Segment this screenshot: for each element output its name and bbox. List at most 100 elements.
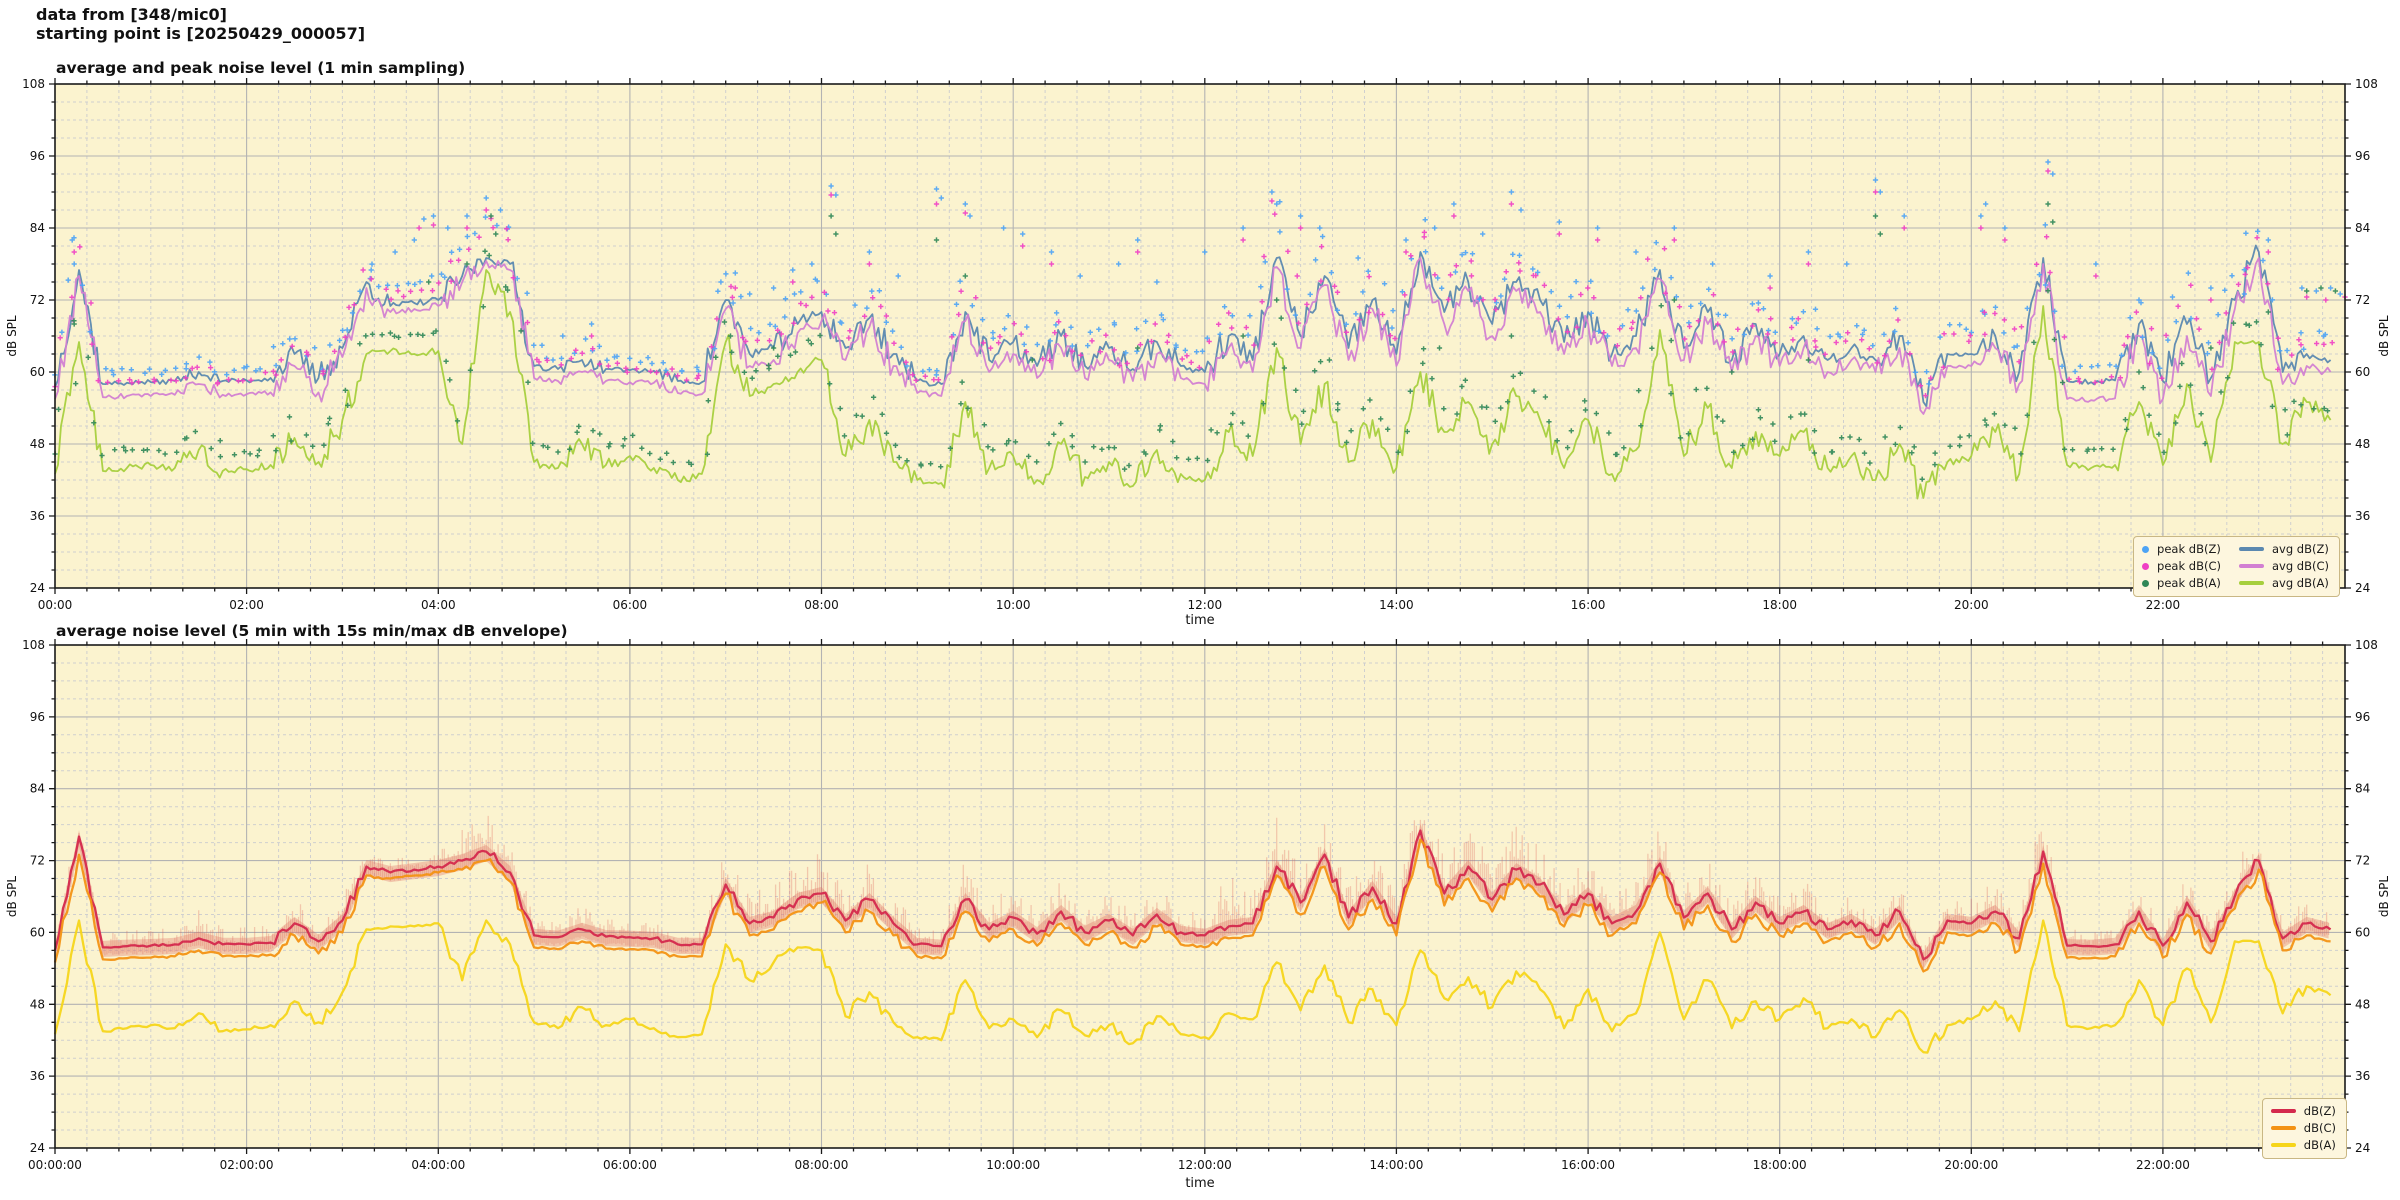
x-tick-label: 02:00:00 bbox=[220, 1158, 274, 1172]
legend-item-db-c: dB(C) bbox=[2270, 1121, 2336, 1135]
x-tick-label: 16:00 bbox=[1571, 598, 1606, 612]
y-tick-label-right: 48 bbox=[2355, 997, 2370, 1011]
series-line-avg-db-z bbox=[54, 244, 2332, 408]
yaxis-title-left: dB SPL bbox=[5, 876, 19, 918]
legend-dot-marker bbox=[2142, 545, 2150, 553]
y-tick-label-left: 60 bbox=[30, 925, 45, 939]
x-tick-label: 06:00:00 bbox=[603, 1158, 657, 1172]
chart2-title: average noise level (5 min with 15s min/… bbox=[56, 622, 568, 640]
y-tick-label-right: 60 bbox=[2355, 925, 2370, 939]
y-tick-label-left: 60 bbox=[30, 365, 45, 379]
x-tick-label: 06:00 bbox=[613, 598, 648, 612]
legend-dot-marker bbox=[2142, 579, 2150, 587]
x-tick-label: 20:00 bbox=[1954, 598, 1989, 612]
x-tick-label: 12:00:00 bbox=[1178, 1158, 1232, 1172]
legend-dot-marker bbox=[2142, 562, 2150, 570]
grid-minor bbox=[55, 645, 2345, 1148]
legend-column: avg dB(Z) avg dB(C) avg dB(A) bbox=[2238, 542, 2329, 590]
x-tick-label: 04:00:00 bbox=[411, 1158, 465, 1172]
x-tick-label: 10:00:00 bbox=[986, 1158, 1040, 1172]
legend-item-peak-db-a: peak dB(A) bbox=[2142, 576, 2221, 590]
y-tick-label-left: 96 bbox=[30, 710, 45, 724]
y-tick-label-right: 36 bbox=[2355, 1069, 2370, 1083]
y-tick-label-left: 96 bbox=[30, 149, 45, 163]
y-tick-label-left: 48 bbox=[30, 997, 45, 1011]
y-tick-label-right: 24 bbox=[2355, 581, 2370, 595]
x-tick-label: 18:00:00 bbox=[1753, 1158, 1807, 1172]
yaxis-title-left: dB SPL bbox=[5, 315, 19, 357]
y-tick-label-left: 24 bbox=[30, 1141, 45, 1155]
legend-item-db-a: dB(A) bbox=[2270, 1138, 2336, 1152]
y-tick-label-right: 84 bbox=[2355, 782, 2370, 796]
legend-line-marker bbox=[2270, 1109, 2296, 1113]
y-tick-label-right: 36 bbox=[2355, 509, 2370, 523]
y-tick-label-right: 72 bbox=[2355, 293, 2370, 307]
y-tick-label-left: 36 bbox=[30, 1069, 45, 1083]
y-tick-label-left: 108 bbox=[22, 77, 45, 91]
legend-line-marker bbox=[2238, 581, 2264, 585]
legend-label: avg dB(C) bbox=[2271, 559, 2329, 573]
y-tick-label-left: 48 bbox=[30, 437, 45, 451]
grid-minor bbox=[55, 84, 2345, 588]
legend-line-marker bbox=[2238, 564, 2264, 568]
legend-item-db-z: dB(Z) bbox=[2270, 1104, 2336, 1118]
y-tick-label-left: 84 bbox=[30, 221, 45, 235]
legend-label: dB(Z) bbox=[2303, 1104, 2336, 1118]
y-tick-label-left: 108 bbox=[22, 638, 45, 652]
y-tick-label-right: 72 bbox=[2355, 854, 2370, 868]
x-tick-label: 14:00 bbox=[1379, 598, 1414, 612]
y-tick-label-right: 96 bbox=[2355, 149, 2370, 163]
axis-ticks bbox=[49, 639, 2351, 1154]
x-tick-label: 00:00:00 bbox=[28, 1158, 82, 1172]
legend-label: peak dB(C) bbox=[2157, 559, 2221, 573]
yaxis-title-right: dB SPL bbox=[2377, 315, 2391, 357]
y-tick-label-left: 84 bbox=[30, 782, 45, 796]
x-tick-label: 00:00 bbox=[38, 598, 73, 612]
y-tick-label-right: 108 bbox=[2355, 77, 2378, 91]
y-tick-label-left: 36 bbox=[30, 509, 45, 523]
x-tick-label: 02:00 bbox=[229, 598, 264, 612]
legend-item-peak-db-c: peak dB(C) bbox=[2142, 559, 2221, 573]
chart1-title: average and peak noise level (1 min samp… bbox=[56, 59, 466, 77]
legend-line-marker bbox=[2238, 547, 2264, 551]
legend-line-marker bbox=[2270, 1126, 2296, 1130]
yaxis-title-right: dB SPL bbox=[2377, 876, 2391, 918]
chart2-legend: dB(Z) dB(C) dB(A) bbox=[2261, 1098, 2347, 1159]
y-tick-label-left: 72 bbox=[30, 854, 45, 868]
x-tick-label: 04:00 bbox=[421, 598, 456, 612]
y-tick-label-left: 24 bbox=[30, 581, 45, 595]
series-line-db-c bbox=[53, 838, 2331, 973]
chart1-legend: peak dB(Z) peak dB(C) peak dB(A) avg dB(Z) a… bbox=[2133, 536, 2340, 597]
legend-item-avg-db-z: avg dB(Z) bbox=[2238, 542, 2329, 556]
x-tick-label: 14:00:00 bbox=[1369, 1158, 1423, 1172]
x-tick-label: 12:00 bbox=[1188, 598, 1223, 612]
header-line-1: data from [348/mic0] bbox=[36, 5, 227, 24]
legend-item-avg-db-a: avg dB(A) bbox=[2238, 576, 2329, 590]
x-tick-label: 08:00 bbox=[804, 598, 839, 612]
header-line-2: starting point is [20250429_000057] bbox=[36, 24, 366, 43]
chart1-xaxis-title: time bbox=[1185, 613, 1215, 628]
envelope-core-db-z bbox=[55, 824, 2329, 969]
legend-label: dB(A) bbox=[2303, 1138, 2336, 1152]
x-tick-label: 22:00:00 bbox=[2136, 1158, 2190, 1172]
legend-line-marker bbox=[2270, 1143, 2296, 1147]
y-tick-label-left: 72 bbox=[30, 293, 45, 307]
legend-label: avg dB(Z) bbox=[2271, 542, 2329, 556]
y-tick-label-right: 48 bbox=[2355, 437, 2370, 451]
header: data from [348/mic0] starting point is [… bbox=[36, 5, 365, 43]
series-line-db-z bbox=[53, 829, 2332, 961]
chart2-xaxis-title: time bbox=[1185, 1176, 1215, 1191]
legend-label: peak dB(A) bbox=[2157, 576, 2221, 590]
legend-label: avg dB(A) bbox=[2271, 576, 2329, 590]
x-tick-label: 18:00 bbox=[1762, 598, 1797, 612]
x-tick-label: 10:00 bbox=[996, 598, 1031, 612]
legend-item-avg-db-c: avg dB(C) bbox=[2238, 559, 2329, 573]
legend-label: peak dB(Z) bbox=[2157, 542, 2221, 556]
series-line-avg-db-a bbox=[54, 269, 2332, 500]
y-tick-label-right: 108 bbox=[2355, 638, 2378, 652]
legend-label: dB(C) bbox=[2303, 1121, 2336, 1135]
x-tick-label: 16:00:00 bbox=[1561, 1158, 1615, 1172]
x-tick-label: 22:00 bbox=[2146, 598, 2181, 612]
